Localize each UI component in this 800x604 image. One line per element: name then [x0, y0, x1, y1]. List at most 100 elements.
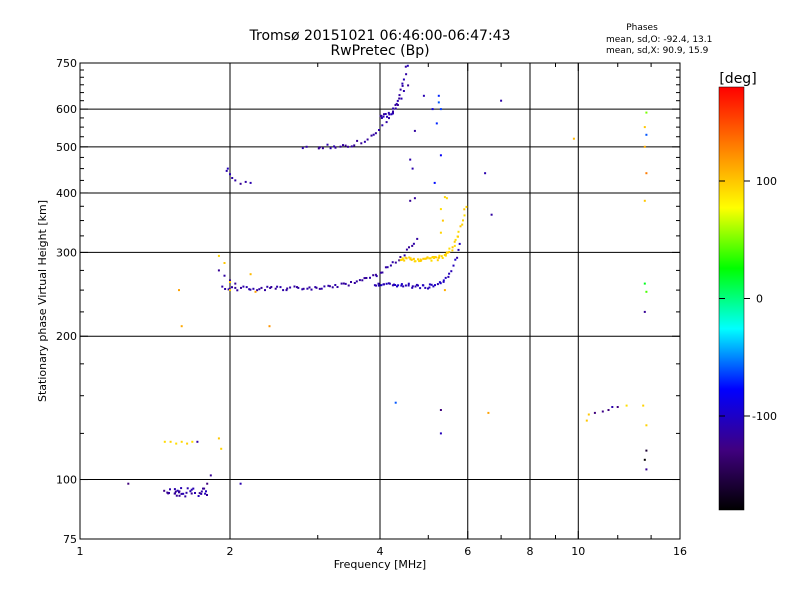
echo-point: [435, 122, 438, 125]
o-mode-point: [315, 286, 318, 289]
cluster-point: [184, 495, 187, 498]
o-mode-point: [398, 97, 401, 100]
x-tick-label: 8: [527, 545, 534, 558]
y-axis-label: Stationary phase Virtual Height [km]: [36, 200, 49, 402]
o-mode-point: [342, 282, 345, 285]
echo-point: [268, 325, 271, 328]
o-mode-point: [442, 279, 445, 282]
echo-point: [441, 219, 444, 222]
echo-point: [645, 449, 648, 452]
echo-point: [437, 94, 440, 97]
cluster-point: [202, 487, 204, 490]
echo-point: [409, 199, 412, 202]
echo-point: [645, 172, 648, 175]
o-mode-point: [221, 285, 224, 288]
o-mode-point: [236, 289, 239, 292]
cluster-point: [180, 487, 183, 490]
o-mode-point: [434, 284, 436, 287]
o-mode-point: [372, 133, 375, 136]
o-mode-point: [297, 286, 300, 289]
x-mode-point: [420, 259, 423, 262]
cluster-point: [200, 490, 203, 493]
o-mode-point: [386, 115, 388, 118]
o-mode-point: [347, 145, 349, 148]
echo-point: [229, 281, 231, 283]
phases-annotation-line2: mean, sd,X: 90.9, 15.9: [606, 46, 709, 56]
o-mode-point: [436, 283, 439, 286]
o-mode-point: [340, 282, 343, 285]
o-mode-point: [391, 284, 394, 287]
o-mode-point: [342, 144, 344, 147]
echo-point: [169, 440, 172, 443]
x-mode-point: [441, 257, 444, 259]
o-mode-point: [391, 261, 394, 264]
x-tick-label: 2: [227, 545, 234, 558]
o-mode-point: [306, 287, 309, 290]
o-mode-point: [397, 284, 400, 287]
echo-point: [439, 208, 442, 211]
o-mode-point: [318, 287, 321, 290]
o-mode-point: [366, 138, 369, 141]
x-mode-point: [408, 256, 411, 259]
echo-point: [413, 129, 416, 132]
cluster-point: [175, 494, 178, 497]
x-mode-point: [462, 219, 464, 222]
o-mode-point: [385, 282, 388, 285]
o-mode-point: [384, 113, 387, 115]
echo-point: [642, 404, 645, 407]
o-mode-point: [405, 248, 408, 251]
o-mode-point: [387, 282, 390, 285]
o-mode-point: [396, 285, 398, 288]
o-mode-point: [248, 288, 251, 291]
o-mode-point: [363, 277, 366, 280]
echo-point: [244, 180, 247, 183]
cluster-point: [176, 489, 179, 492]
o-mode-point: [279, 286, 282, 289]
echo-point: [411, 167, 414, 170]
x-mode-point: [457, 235, 459, 238]
o-mode-point: [344, 144, 347, 147]
echo-point: [645, 133, 648, 136]
y-tick-label: 75: [63, 533, 77, 546]
echo-point: [206, 482, 209, 485]
o-mode-point: [380, 117, 383, 119]
x-mode-point: [448, 247, 451, 250]
o-mode-point: [355, 280, 358, 283]
o-mode-point: [383, 113, 385, 116]
o-mode-point: [375, 284, 377, 287]
o-mode-point: [361, 279, 364, 282]
o-mode-point: [373, 284, 376, 287]
o-mode-point: [424, 286, 427, 289]
x-tick-label: 16: [673, 545, 687, 558]
echo-point: [601, 410, 604, 413]
echo-point: [229, 289, 231, 292]
x-mode-point: [465, 205, 468, 208]
o-mode-point: [386, 266, 389, 269]
o-mode-point: [427, 287, 429, 290]
o-mode-point: [394, 261, 397, 264]
o-mode-point: [394, 107, 397, 110]
o-mode-point: [353, 282, 356, 284]
echo-point: [645, 290, 648, 293]
cluster-point: [192, 487, 195, 490]
o-mode-point: [395, 102, 398, 105]
x-mode-point: [453, 240, 456, 243]
echo-point: [226, 167, 229, 170]
o-mode-point: [387, 111, 390, 114]
o-mode-point: [258, 288, 261, 291]
echo-point: [249, 181, 252, 184]
echo-point: [439, 231, 442, 234]
o-mode-point: [392, 107, 395, 110]
o-mode-point: [331, 286, 334, 289]
cluster-point: [163, 489, 166, 492]
chart-title: Tromsø 20151021 06:46:00-06:47:43: [249, 28, 511, 44]
echo-point: [229, 279, 231, 282]
phases-annotation-title: Phases: [626, 23, 658, 33]
y-tick-label: 500: [56, 141, 77, 154]
echo-point: [431, 108, 434, 111]
echo-point: [217, 437, 220, 440]
x-mode-point: [461, 223, 464, 226]
o-mode-point: [388, 113, 391, 116]
echo-point: [616, 406, 619, 408]
echo-point: [239, 182, 242, 185]
